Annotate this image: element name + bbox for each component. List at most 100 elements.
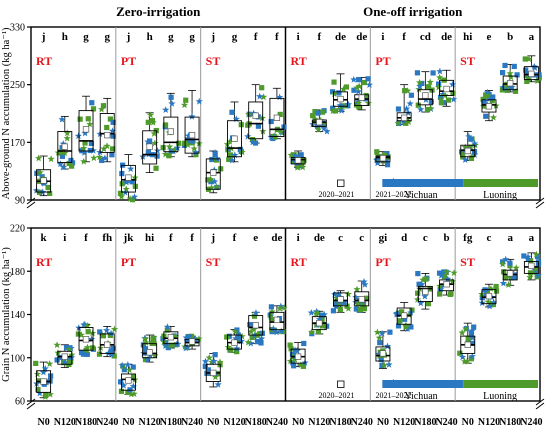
data-point-2020-2021 (353, 102, 360, 108)
box-pt-oneoff-n0 (373, 149, 391, 168)
data-point-2021-2022 (56, 160, 65, 168)
data-point-2021-2022 (499, 260, 507, 268)
box-st-oneoff-n120 (480, 88, 500, 122)
data-point-2021-2022 (224, 343, 232, 351)
data-point-2021-2022 (489, 113, 498, 121)
box-mean-marker (337, 95, 344, 103)
significance-letter: fh (102, 232, 112, 244)
data-point-2021-2022 (344, 304, 352, 312)
box-mean-marker (507, 80, 514, 87)
data-point-2021-2022 (171, 332, 179, 340)
legend-bar-yichuan (382, 380, 464, 388)
box-pt-zero-n120 (139, 111, 162, 174)
data-point-2020-2021 (502, 62, 508, 69)
data-point-2021-2022 (502, 255, 510, 263)
data-point-2020-2021 (66, 356, 72, 362)
data-point-2021-2022 (41, 393, 49, 400)
box-pt-oneoff-n240 (436, 268, 458, 298)
data-point-2020-2021 (287, 342, 293, 348)
data-point-2020-2021 (408, 324, 414, 330)
significance-letter: c (487, 232, 492, 244)
data-point-2020-2021 (397, 318, 403, 324)
data-point-2021-2022 (151, 351, 159, 359)
box-st-oneoff-n120 (478, 283, 500, 310)
data-point-2021-2022 (213, 183, 221, 191)
data-point-2020-2021 (100, 103, 107, 109)
data-point-2021-2022 (323, 127, 331, 135)
legend-year-2021-2022: 2021–2022 (376, 190, 412, 199)
data-point-2021-2022 (46, 360, 54, 367)
data-point-2020-2021 (88, 140, 95, 147)
data-point-2020-2021 (471, 324, 477, 330)
data-point-2021-2022 (312, 310, 320, 318)
data-point-2021-2022 (532, 250, 540, 258)
data-point-2020-2021 (109, 146, 116, 152)
box-mean-marker (422, 288, 429, 295)
data-point-2020-2021 (89, 345, 96, 351)
box-mean-marker (485, 292, 493, 300)
data-point-2020-2021 (277, 111, 283, 118)
legend-bar-yichuan (382, 179, 464, 187)
box-rt-zero-n180 (74, 95, 98, 165)
box-rt-zero-n120 (53, 341, 76, 368)
data-point-2021-2022 (523, 255, 532, 263)
tillage-label-st: ST (460, 54, 475, 68)
data-point-2021-2022 (502, 82, 510, 90)
box-rt-oneoff-n0 (287, 150, 307, 171)
x-tick-label-n120: N120 (393, 417, 415, 428)
data-point-2021-2022 (506, 69, 514, 77)
data-point-2021-2022 (130, 390, 138, 397)
significance-letter: jk (123, 232, 135, 244)
box-mean-marker (443, 281, 450, 288)
data-point-2020-2021 (68, 359, 74, 365)
data-point-2020-2021 (457, 350, 463, 356)
tillage-label-st: ST (206, 255, 221, 269)
data-point-2021-2022 (144, 138, 152, 145)
y-axis-label: Above-ground N accumulation (kg ha⁻¹) (1, 27, 12, 199)
box-rt-oneoff-n180 (329, 73, 353, 115)
box-mean-marker (146, 143, 153, 150)
data-point-2021-2022 (287, 151, 295, 159)
box-mean-marker (464, 341, 471, 348)
x-tick-label-n0: N0 (122, 417, 134, 428)
box-mean-marker (125, 174, 132, 181)
box-st-oneoff-n240 (522, 55, 542, 85)
box-rt-oneoff-n180 (330, 290, 352, 314)
box-st-zero-n120 (223, 101, 246, 164)
data-point-2021-2022 (417, 105, 425, 113)
data-point-2021-2022 (87, 335, 96, 343)
data-point-2020-2021 (332, 108, 339, 114)
box-mean-marker (188, 338, 196, 345)
box-pt-zero-n240 (181, 333, 203, 352)
data-point-2020-2021 (483, 113, 489, 119)
data-point-2021-2022 (211, 148, 219, 156)
significance-letter: j (210, 232, 215, 244)
box-st-zero-n120 (224, 327, 246, 355)
significance-letter: j (210, 31, 215, 43)
box-iqr (375, 346, 391, 362)
data-point-2021-2022 (336, 105, 345, 113)
data-point-2021-2022 (168, 99, 176, 107)
data-point-2021-2022 (526, 273, 534, 281)
significance-letter: de (271, 232, 282, 244)
data-point-2021-2022 (531, 64, 539, 71)
data-point-2020-2021 (77, 116, 83, 122)
data-point-2020-2021 (521, 253, 527, 259)
data-point-2020-2021 (80, 351, 87, 357)
data-point-2020-2021 (330, 89, 336, 95)
data-point-2020-2021 (57, 354, 64, 361)
data-point-2021-2022 (59, 163, 68, 171)
data-point-2020-2021 (499, 87, 506, 93)
data-point-2021-2022 (107, 350, 115, 358)
data-point-2021-2022 (437, 271, 445, 279)
significance-letter: f (402, 31, 406, 43)
box-iqr (57, 131, 73, 163)
data-point-2021-2022 (291, 151, 299, 159)
data-point-2021-2022 (59, 140, 67, 147)
x-tick-label-n240: N240 (351, 417, 373, 428)
data-point-2020-2021 (119, 181, 125, 187)
data-point-2020-2021 (501, 269, 507, 275)
box-iqr (333, 292, 348, 307)
box-st-zero-n180 (244, 84, 268, 146)
